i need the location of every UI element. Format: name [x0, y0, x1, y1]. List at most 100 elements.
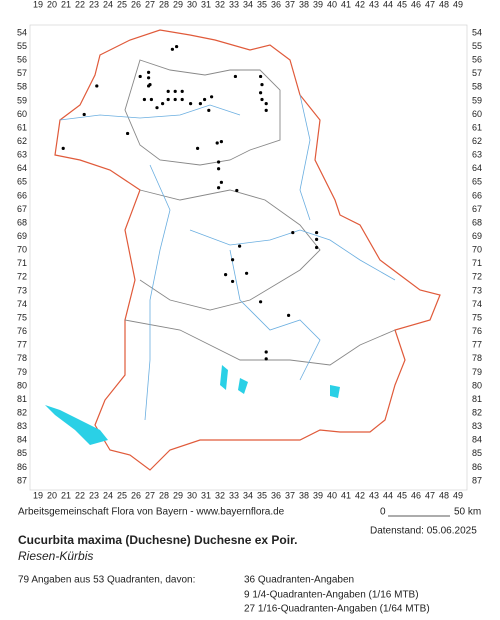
- row-label: 80: [17, 380, 27, 390]
- row-label: 65: [472, 177, 482, 187]
- record-dot: [238, 244, 242, 248]
- row-label: 66: [17, 190, 27, 200]
- row-label: 63: [17, 150, 27, 160]
- column-label: 38: [299, 490, 309, 500]
- record-dot: [175, 44, 179, 49]
- record-dot: [166, 97, 170, 102]
- row-label: 71: [472, 258, 482, 268]
- column-label: 28: [159, 490, 169, 500]
- column-label: 24: [103, 490, 113, 500]
- column-label: 19: [33, 0, 43, 9]
- column-label: 44: [383, 0, 393, 9]
- record-dot: [180, 89, 184, 93]
- record-dot: [217, 186, 221, 190]
- row-label: 86: [472, 462, 482, 472]
- row-label: 73: [17, 285, 27, 295]
- row-label: 59: [17, 95, 27, 105]
- column-label: 27: [145, 0, 155, 9]
- scale-start: 0: [380, 507, 386, 518]
- record-dot: [233, 74, 237, 79]
- column-label: 29: [173, 0, 183, 9]
- row-label: 67: [472, 204, 482, 214]
- record-dot: [259, 74, 263, 79]
- column-label: 38: [299, 0, 309, 9]
- record-dot: [287, 313, 291, 317]
- row-label: 64: [472, 163, 482, 173]
- row-label: 72: [17, 272, 27, 282]
- row-label: 81: [472, 394, 482, 404]
- record-dot: [231, 258, 235, 262]
- row-label: 81: [17, 394, 27, 404]
- column-label: 41: [341, 490, 351, 500]
- column-label: 35: [257, 0, 267, 9]
- row-label: 60: [17, 109, 27, 119]
- column-label: 23: [89, 490, 99, 500]
- row-label: 56: [17, 55, 27, 65]
- column-label: 31: [201, 0, 211, 9]
- column-label: 20: [47, 0, 57, 9]
- column-label: 43: [369, 490, 379, 500]
- column-label: 40: [327, 0, 337, 9]
- column-label: 45: [397, 490, 407, 500]
- row-label: 78: [17, 353, 27, 363]
- record-dot: [203, 97, 207, 102]
- row-label: 57: [472, 68, 482, 78]
- detail: 9 1/4-Quadranten-Angaben (1/16 MTB): [244, 590, 419, 601]
- column-label: 39: [313, 490, 323, 500]
- record-dot: [155, 106, 159, 110]
- map-outline: [54, 29, 441, 471]
- column-label: 49: [453, 490, 463, 500]
- record-dot: [260, 82, 264, 87]
- column-label: 24: [103, 0, 113, 9]
- record-dot: [126, 131, 130, 136]
- row-label: 85: [17, 448, 27, 458]
- column-label: 36: [271, 490, 281, 500]
- row-label: 84: [17, 435, 27, 445]
- column-label: 44: [383, 490, 393, 500]
- map-frame: [29, 24, 468, 491]
- column-label: 25: [117, 0, 127, 9]
- row-label: 79: [472, 367, 482, 377]
- record-dot: [217, 167, 221, 171]
- record-dot: [245, 271, 249, 275]
- record-dot: [224, 273, 228, 277]
- column-label: 37: [285, 490, 295, 500]
- record-dot: [147, 76, 151, 80]
- record-dot: [235, 188, 239, 193]
- row-label: 82: [472, 407, 482, 417]
- record-dot: [264, 357, 268, 361]
- column-label: 29: [173, 490, 183, 500]
- row-label: 86: [17, 462, 27, 472]
- column-label: 33: [229, 0, 239, 9]
- column-label: 41: [341, 0, 351, 9]
- row-label: 70: [472, 245, 482, 255]
- row-label: 61: [472, 122, 482, 132]
- summary: 79 Angaben aus 53 Quadranten, davon:: [18, 575, 195, 586]
- column-label: 39: [313, 0, 323, 9]
- row-label: 67: [17, 204, 27, 214]
- row-label: 85: [472, 448, 482, 458]
- record-dot: [189, 101, 193, 106]
- column-label: 28: [159, 0, 169, 9]
- record-dot: [147, 84, 151, 88]
- column-label: 32: [215, 490, 225, 500]
- row-label: 57: [17, 68, 27, 78]
- record-dot: [315, 237, 319, 241]
- column-label: 46: [411, 0, 421, 9]
- row-label: 79: [17, 367, 27, 377]
- record-dot: [173, 97, 177, 102]
- row-label: 82: [17, 407, 27, 417]
- record-dot: [95, 84, 99, 88]
- column-label: 30: [187, 0, 197, 9]
- column-label: 42: [355, 0, 365, 9]
- column-label: 19: [33, 490, 43, 500]
- record-dot: [264, 101, 268, 106]
- record-dot: [260, 97, 264, 102]
- column-label: 22: [75, 0, 85, 9]
- column-label: 23: [89, 0, 99, 9]
- record-dot: [180, 97, 184, 102]
- row-label: 87: [17, 475, 27, 485]
- row-label: 69: [17, 231, 27, 241]
- column-label: 42: [355, 490, 365, 500]
